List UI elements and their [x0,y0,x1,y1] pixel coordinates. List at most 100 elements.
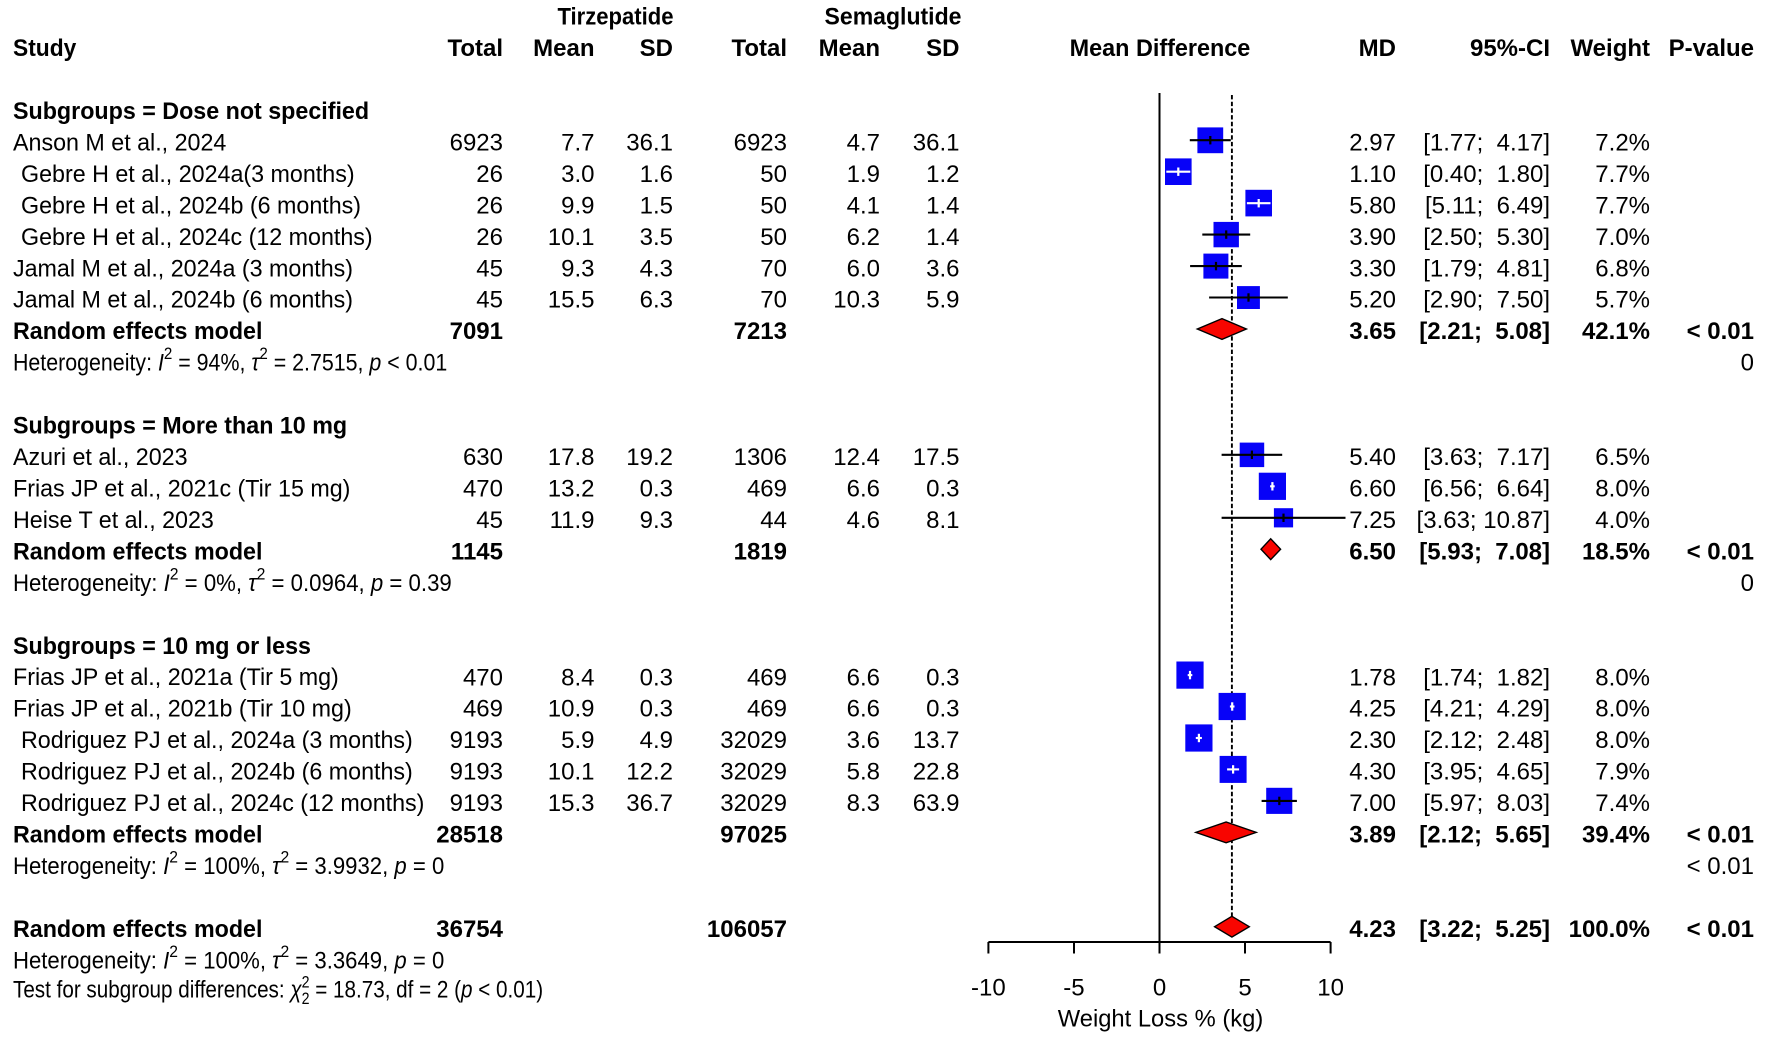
svg-text:5.40: 5.40 [1349,444,1396,471]
svg-text:3.65: 3.65 [1349,318,1396,345]
svg-text:4.9: 4.9 [640,727,673,754]
svg-text:SD: SD [640,35,673,62]
svg-text:70: 70 [760,287,787,314]
svg-text:Heterogeneity: I2 = 0%, τ2 = 0: Heterogeneity: I2 = 0%, τ2 = 0.0964, p =… [13,565,452,596]
svg-text:3.6: 3.6 [847,727,880,754]
svg-text:4.25: 4.25 [1349,696,1396,723]
svg-text:17.8: 17.8 [548,444,595,471]
svg-text:Heise T et al., 2023: Heise T et al., 2023 [13,508,214,534]
svg-text:0: 0 [1153,975,1166,1002]
svg-text:8.3: 8.3 [847,790,880,817]
svg-text:2.97: 2.97 [1349,129,1396,156]
svg-text:[5.93; 7.08]: [5.93; 7.08] [1419,538,1550,565]
svg-text:26: 26 [476,161,503,188]
svg-text:36754: 36754 [436,916,503,943]
svg-text:32029: 32029 [720,759,787,786]
svg-text:Random effects model: Random effects model [13,319,262,345]
svg-text:Subgroups = More than 10 mg: Subgroups = More than 10 mg [13,413,347,439]
svg-text:1819: 1819 [734,538,787,565]
svg-text:6923: 6923 [734,129,787,156]
svg-text:-10: -10 [971,975,1006,1002]
svg-text:9.9: 9.9 [561,192,594,219]
svg-text:7.7: 7.7 [561,129,594,156]
svg-text:Gebre H et al., 2024c (12 mont: Gebre H et al., 2024c (12 months) [21,225,373,251]
svg-text:Heterogeneity: I2 = 100%, τ2 =: Heterogeneity: I2 = 100%, τ2 = 3.9932, p… [13,848,444,879]
svg-text:5.8: 5.8 [847,759,880,786]
svg-text:6.6: 6.6 [847,476,880,503]
svg-text:MD: MD [1359,35,1396,62]
svg-text:Jamal M et al., 2024a (3 month: Jamal M et al., 2024a (3 months) [13,256,353,282]
svg-text:[3.22; 5.25]: [3.22; 5.25] [1419,916,1550,943]
svg-text:[5.11; 6.49]: [5.11; 6.49] [1425,192,1550,219]
svg-text:6.8%: 6.8% [1595,255,1650,282]
svg-text:36.7: 36.7 [626,790,673,817]
svg-text:Frias JP et al., 2021a (Tir 5: Frias JP et al., 2021a (Tir 5 mg) [13,665,339,691]
svg-text:5.80: 5.80 [1349,192,1396,219]
svg-text:4.0%: 4.0% [1595,507,1650,534]
svg-text:6.6: 6.6 [847,696,880,723]
svg-text:1.4: 1.4 [926,224,959,251]
svg-text:50: 50 [760,192,787,219]
svg-text:Mean: Mean [819,35,880,62]
svg-text:Mean Difference: Mean Difference [1070,36,1251,62]
svg-text:Gebre H et al., 2024b (6 month: Gebre H et al., 2024b (6 months) [21,193,361,219]
svg-text:Random effects model: Random effects model [13,822,262,848]
svg-text:3.6: 3.6 [926,255,959,282]
svg-text:< 0.01: < 0.01 [1687,822,1754,849]
svg-text:4.7: 4.7 [847,129,880,156]
svg-text:7.4%: 7.4% [1595,790,1650,817]
svg-text:[1.79; 4.81]: [1.79; 4.81] [1423,255,1550,282]
svg-text:Subgroups = 10 mg or less: Subgroups = 10 mg or less [13,633,311,659]
svg-text:469: 469 [463,696,503,723]
svg-text:26: 26 [476,224,503,251]
svg-text:63.9: 63.9 [913,790,960,817]
svg-text:9193: 9193 [450,790,503,817]
svg-text:1.10: 1.10 [1349,161,1396,188]
svg-text:26: 26 [476,192,503,219]
svg-text:5.20: 5.20 [1349,287,1396,314]
svg-text:0: 0 [1741,570,1754,597]
svg-text:5.9: 5.9 [926,287,959,314]
svg-text:4.30: 4.30 [1349,759,1396,786]
svg-text:15.5: 15.5 [548,287,595,314]
svg-text:Mean: Mean [533,35,594,62]
svg-text:45: 45 [476,255,503,282]
svg-text:12.2: 12.2 [626,759,673,786]
svg-text:50: 50 [760,161,787,188]
svg-text:28518: 28518 [436,822,503,849]
svg-text:6.3: 6.3 [640,287,673,314]
svg-text:1306: 1306 [734,444,787,471]
svg-text:0.3: 0.3 [640,696,673,723]
svg-text:8.1: 8.1 [926,507,959,534]
svg-text:3.30: 3.30 [1349,255,1396,282]
svg-text:[3.63; 7.17]: [3.63; 7.17] [1423,444,1550,471]
svg-text:7.0%: 7.0% [1595,224,1650,251]
svg-text:7.9%: 7.9% [1595,759,1650,786]
svg-text:1.5: 1.5 [640,192,673,219]
svg-text:< 0.01: < 0.01 [1687,916,1754,943]
svg-text:[1.77; 4.17]: [1.77; 4.17] [1423,129,1550,156]
svg-text:3.0: 3.0 [561,161,594,188]
svg-text:Tirzepatide: Tirzepatide [557,3,673,30]
svg-text:[2.12; 2.48]: [2.12; 2.48] [1423,727,1550,754]
svg-text:[3.63; 10.87]: [3.63; 10.87] [1417,507,1550,534]
svg-text:5.7%: 5.7% [1595,287,1650,314]
svg-text:Random effects model: Random effects model [13,539,262,565]
svg-text:Total: Total [447,35,503,62]
svg-text:32029: 32029 [720,727,787,754]
svg-text:6.6: 6.6 [847,664,880,691]
svg-text:Rodriguez PJ et al., 2024a (3: Rodriguez PJ et al., 2024a (3 months) [21,728,413,754]
svg-text:[6.56; 6.64]: [6.56; 6.64] [1423,476,1550,503]
svg-text:7091: 7091 [450,318,503,345]
svg-text:8.0%: 8.0% [1595,476,1650,503]
svg-text:470: 470 [463,664,503,691]
svg-text:Azuri et al., 2023: Azuri et al., 2023 [13,445,188,471]
svg-text:0: 0 [1741,350,1754,377]
svg-text:15.3: 15.3 [548,790,595,817]
svg-text:13.2: 13.2 [548,476,595,503]
svg-text:45: 45 [476,287,503,314]
svg-text:Subgroups = Dose not specified: Subgroups = Dose not specified [13,99,369,125]
svg-text:50: 50 [760,224,787,251]
svg-text:17.5: 17.5 [913,444,960,471]
svg-text:Heterogeneity: I2 = 100%, τ2 =: Heterogeneity: I2 = 100%, τ2 = 3.3649, p… [13,942,444,973]
